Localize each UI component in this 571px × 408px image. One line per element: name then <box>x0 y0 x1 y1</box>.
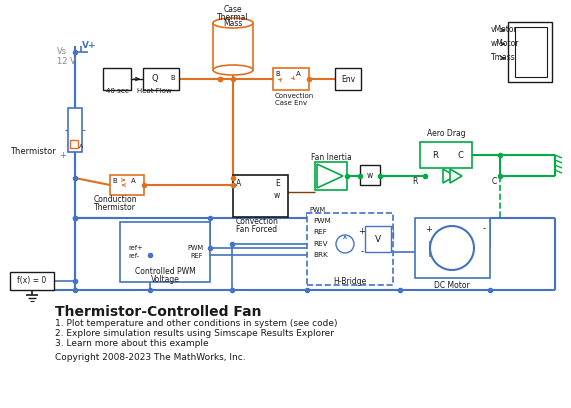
Polygon shape <box>443 169 455 183</box>
Bar <box>103 68 131 90</box>
Bar <box>515 27 547 77</box>
Text: Controlled PWM: Controlled PWM <box>135 268 195 277</box>
Text: R: R <box>432 151 438 160</box>
Bar <box>307 213 393 285</box>
Text: Conduction: Conduction <box>93 195 136 204</box>
Text: -: - <box>483 224 486 233</box>
Text: R: R <box>412 177 418 186</box>
Bar <box>120 222 210 282</box>
Text: REF: REF <box>313 229 327 235</box>
Text: +: + <box>425 224 432 233</box>
Text: Copyright 2008-2023 The MathWorks, Inc.: Copyright 2008-2023 The MathWorks, Inc. <box>55 353 246 362</box>
Bar <box>10 272 54 290</box>
Bar <box>110 175 144 195</box>
Bar <box>415 218 490 278</box>
Text: PWM: PWM <box>309 207 325 213</box>
Text: PWM: PWM <box>313 218 331 224</box>
Text: 40 sec: 40 sec <box>106 88 128 94</box>
Text: Convection: Convection <box>236 217 279 226</box>
Bar <box>508 22 552 82</box>
Bar <box>365 226 391 252</box>
Text: Convection: Convection <box>275 93 314 99</box>
Text: 2. Explore simulation results using Simscape Results Explorer: 2. Explore simulation results using Sims… <box>55 330 334 339</box>
Text: C: C <box>492 177 497 186</box>
Text: B: B <box>112 178 116 184</box>
Text: Voltage: Voltage <box>151 275 179 284</box>
Text: B: B <box>275 71 280 77</box>
Bar <box>70 140 78 148</box>
Text: E: E <box>275 179 280 188</box>
Bar <box>360 165 380 185</box>
Bar <box>335 68 361 90</box>
Bar <box>420 142 472 168</box>
Polygon shape <box>450 169 462 183</box>
Text: REV: REV <box>313 241 328 247</box>
Text: Fan Inertia: Fan Inertia <box>311 153 351 162</box>
Text: Thermistor: Thermistor <box>94 202 136 211</box>
Text: vMotor: vMotor <box>491 25 518 35</box>
Text: Env: Env <box>341 75 355 84</box>
Text: w: w <box>274 191 280 200</box>
Text: C: C <box>457 151 463 160</box>
Text: -: - <box>360 248 364 257</box>
Bar <box>68 108 82 152</box>
Text: Q: Q <box>152 75 159 84</box>
Text: V+: V+ <box>82 42 96 51</box>
Circle shape <box>430 226 474 270</box>
Bar <box>233 175 288 217</box>
Text: Thermistor-Controlled Fan: Thermistor-Controlled Fan <box>55 305 262 319</box>
Text: 1. Plot temperature and other conditions in system (see code): 1. Plot temperature and other conditions… <box>55 319 337 328</box>
Bar <box>315 162 347 190</box>
Text: Mass: Mass <box>223 20 243 29</box>
Text: V: V <box>375 235 381 244</box>
Text: H-Bridge: H-Bridge <box>333 277 367 286</box>
Text: 3. Learn more about this example: 3. Learn more about this example <box>55 339 208 348</box>
Text: ref+: ref+ <box>128 245 143 251</box>
Text: A: A <box>296 71 301 77</box>
Circle shape <box>336 235 354 253</box>
Bar <box>273 68 309 90</box>
Text: Case: Case <box>224 5 242 15</box>
Text: Aero Drag: Aero Drag <box>427 129 465 138</box>
Ellipse shape <box>213 18 253 28</box>
Text: f(x) = 0: f(x) = 0 <box>17 277 47 286</box>
Text: B: B <box>170 75 175 81</box>
Text: PWM: PWM <box>187 245 203 251</box>
Text: Tmass: Tmass <box>491 53 516 62</box>
Bar <box>213 23 253 70</box>
Text: Case Env: Case Env <box>275 100 307 106</box>
Text: Thermistor: Thermistor <box>10 148 56 157</box>
Text: Vs: Vs <box>57 47 67 56</box>
Bar <box>430 242 440 256</box>
Text: Heat Flow: Heat Flow <box>137 88 172 94</box>
Bar <box>462 242 472 256</box>
Text: A: A <box>79 144 83 149</box>
Text: BRK: BRK <box>313 252 328 258</box>
Text: +: + <box>59 151 66 160</box>
Text: +: + <box>359 228 365 237</box>
Polygon shape <box>317 164 343 188</box>
Text: A: A <box>236 179 242 188</box>
Text: Thermal: Thermal <box>217 13 249 22</box>
Ellipse shape <box>213 65 253 75</box>
Text: w: w <box>367 171 373 180</box>
Text: ref-: ref- <box>128 253 139 259</box>
Text: REF: REF <box>191 253 203 259</box>
Text: DC Motor: DC Motor <box>434 282 470 290</box>
Bar <box>143 68 179 90</box>
Text: wMotor: wMotor <box>491 40 520 49</box>
Text: A: A <box>131 178 136 184</box>
Text: Fan Forced: Fan Forced <box>236 224 278 233</box>
Text: 12 V: 12 V <box>57 56 76 66</box>
